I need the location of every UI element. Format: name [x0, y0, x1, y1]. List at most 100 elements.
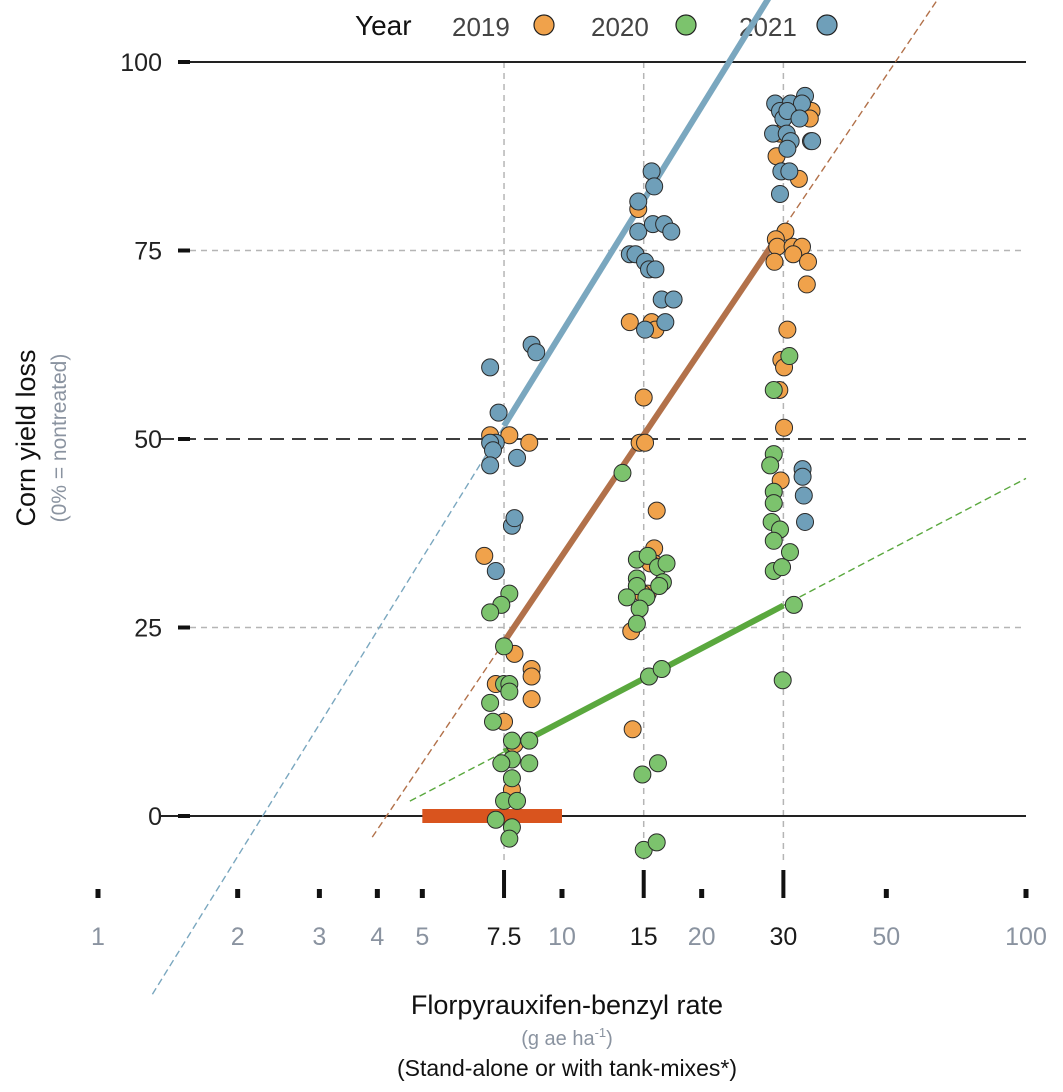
data-point-2019-15	[636, 433, 655, 452]
data-point-2019-42	[778, 320, 797, 339]
y-tick-label-100: 100	[120, 49, 162, 77]
x-tick-label-10: 10	[548, 923, 576, 951]
data-point-2020-51	[784, 595, 803, 614]
data-point-2020-10	[502, 731, 521, 750]
x-tick-label-7-5: 7.5	[487, 923, 522, 951]
data-point-2020-22	[638, 546, 657, 565]
grid-layer	[160, 61, 1026, 862]
data-point-2020-8	[483, 712, 502, 731]
y-tick-label-0: 0	[148, 803, 162, 831]
x-axis-title: Florpyrauxifen-benzyl rate (g ae ha-1) (…	[397, 990, 737, 1081]
x-axis-units: (g ae ha-1)	[521, 1025, 613, 1050]
legend-label-2019: 2019	[452, 12, 510, 42]
legend-marker-2020	[675, 14, 697, 36]
x-tick-label-30: 30	[769, 923, 797, 951]
data-point-2020-12	[492, 754, 511, 773]
data-point-2021-40	[803, 132, 822, 151]
legend-marker-2019	[533, 14, 555, 36]
data-point-2020-48	[780, 543, 799, 562]
data-point-2020-50	[773, 558, 792, 577]
data-point-2019-1	[500, 426, 519, 445]
data-point-2021-44	[770, 184, 789, 203]
x-tick-label-3: 3	[312, 923, 326, 951]
data-point-2020-19	[500, 829, 519, 848]
data-point-2019-40	[799, 252, 818, 271]
point-layer	[475, 86, 822, 859]
data-point-2021-18	[662, 222, 681, 241]
data-point-2020-17	[486, 810, 505, 829]
data-point-2021-13	[642, 162, 661, 181]
data-point-2021-0	[481, 358, 500, 377]
data-point-2019-6	[522, 667, 541, 686]
data-point-2019-16	[620, 313, 639, 332]
data-point-2021-46	[793, 467, 812, 486]
data-point-2021-15	[629, 222, 648, 241]
data-point-2020-42	[761, 456, 780, 475]
x-tick-label-4: 4	[370, 923, 384, 951]
data-point-2021-5	[481, 456, 500, 475]
data-point-2021-23	[646, 260, 665, 279]
data-point-2021-8	[527, 343, 546, 362]
data-point-2021-47	[794, 486, 813, 505]
y-tick-label-75: 75	[134, 238, 162, 266]
y-axis-label: Corn yield loss	[11, 349, 41, 526]
data-point-2020-31	[630, 599, 649, 618]
legend-label-2020: 2020	[591, 12, 649, 42]
data-point-2020-44	[764, 494, 783, 513]
data-point-2021-14	[645, 177, 664, 196]
data-point-2021-48	[796, 512, 815, 531]
data-point-2020-9	[520, 731, 539, 750]
x-tick-label-15: 15	[630, 923, 658, 951]
x-tick-label-1: 1	[91, 923, 105, 951]
data-point-2019-3	[475, 546, 494, 565]
data-point-2020-34	[652, 659, 671, 678]
data-point-2019-13	[634, 388, 653, 407]
y-axis-sublabel: (0% = nontreated)	[48, 354, 71, 523]
data-point-2019-38	[784, 245, 803, 264]
data-point-2019-19	[647, 501, 666, 520]
data-point-2020-16	[508, 791, 527, 810]
data-point-2019-46	[775, 418, 794, 437]
data-point-2021-6	[508, 448, 527, 467]
data-point-2019-7	[522, 690, 541, 709]
x-axis-note: (Stand-alone or with tank-mixes*)	[397, 1055, 737, 1081]
data-point-2021-35	[790, 109, 809, 128]
data-point-2020-52	[773, 671, 792, 690]
legend-title: Year	[355, 10, 412, 41]
data-point-2019-27	[623, 720, 642, 739]
data-point-2020-3	[495, 637, 514, 656]
data-point-2020-35	[633, 765, 652, 784]
data-point-2020-14	[502, 769, 521, 788]
data-point-2020-7	[481, 693, 500, 712]
data-point-2021-11	[486, 561, 505, 580]
data-point-2019-2	[520, 433, 539, 452]
data-point-2021-43	[780, 162, 799, 181]
x-tick-label-20: 20	[688, 923, 716, 951]
data-point-2020-29	[617, 588, 636, 607]
legend-marker-2021	[816, 14, 838, 36]
data-point-2020-40	[764, 380, 783, 399]
data-point-2021-1	[489, 403, 508, 422]
data-point-2020-32	[627, 614, 646, 633]
data-point-2021-41	[778, 139, 797, 158]
legend: Year 2019 2020 2021	[355, 10, 838, 42]
data-point-2020-38	[647, 833, 666, 852]
data-point-2020-20	[613, 463, 632, 482]
data-point-2021-26	[656, 313, 675, 332]
data-point-2020-47	[764, 531, 783, 550]
y-tick-label-50: 50	[134, 426, 162, 454]
data-point-2021-10	[505, 509, 524, 528]
data-point-2021-25	[664, 290, 683, 309]
data-point-2020-24	[657, 554, 676, 573]
fit-extension-2019	[371, 0, 939, 838]
fit-layer	[151, 0, 1027, 995]
data-point-2019-35	[768, 237, 787, 256]
data-point-2021-4	[483, 441, 502, 460]
data-point-2020-39	[780, 347, 799, 366]
y-tick-label-25: 25	[134, 615, 162, 643]
data-point-2020-2	[481, 603, 500, 622]
x-tick-label-50: 50	[872, 923, 900, 951]
data-point-2020-36	[648, 754, 667, 773]
data-point-2020-28	[650, 577, 669, 596]
